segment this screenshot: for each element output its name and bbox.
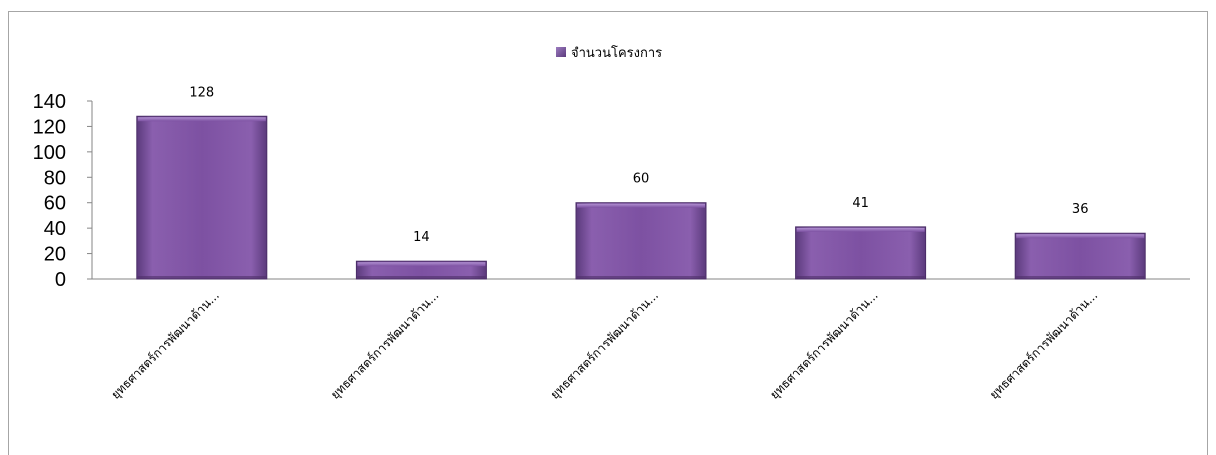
category-label: ยุทธศาสตร์การพัฒนาด้าน... xyxy=(108,288,222,402)
data-label: 14 xyxy=(413,230,430,245)
legend-label: จำนวนโครงการ xyxy=(571,45,662,61)
bar-base-shade xyxy=(137,276,266,279)
bar xyxy=(355,260,487,280)
y-tick-label: 40 xyxy=(44,218,66,240)
category-label: ยุทธศาสตร์การพัฒนาด้าน... xyxy=(548,288,662,402)
y-tick-label: 140 xyxy=(33,91,66,113)
y-tick-label: 0 xyxy=(55,269,66,291)
bar-body xyxy=(136,115,268,280)
bar-base-shade xyxy=(357,276,486,279)
legend: จำนวนโครงการ xyxy=(556,45,662,61)
bar xyxy=(136,115,268,280)
bar-bevel xyxy=(796,227,925,232)
bar-body xyxy=(795,226,927,280)
data-label: 60 xyxy=(633,172,650,187)
y-tick-label: 20 xyxy=(44,244,66,266)
y-tick-label: 80 xyxy=(44,167,66,189)
data-label: 41 xyxy=(852,196,869,211)
category-labels: ยุทธศาสตร์การพัฒนาด้าน... ยุทธศาสตร์การพั… xyxy=(108,288,1101,402)
bar-bevel xyxy=(137,117,266,122)
bar-base-shade xyxy=(796,276,925,279)
category-label: ยุทธศาสตร์การพัฒนาด้าน... xyxy=(328,288,442,402)
bar xyxy=(795,226,927,280)
data-label: 36 xyxy=(1072,202,1089,217)
bar-bevel xyxy=(1016,234,1145,239)
bar-body xyxy=(575,202,707,280)
y-tick-label: 100 xyxy=(33,142,66,164)
category-label: ยุทธศาสตร์การพัฒนาด้าน... xyxy=(987,288,1101,402)
bar-bevel xyxy=(577,203,705,208)
legend-swatch xyxy=(556,47,566,57)
bar-base-shade xyxy=(577,276,705,279)
bars xyxy=(136,115,1146,280)
bar-body xyxy=(1014,232,1146,280)
y-tick-label: 60 xyxy=(44,193,66,215)
data-label: 128 xyxy=(189,85,214,100)
bar xyxy=(1014,232,1146,280)
bar xyxy=(575,202,707,280)
data-labels: 128 14 60 41 36 xyxy=(189,85,1088,245)
y-tick-label: 120 xyxy=(33,116,66,138)
bar-bevel xyxy=(357,262,486,267)
y-axis: 0 20 40 60 80 100 120 140 xyxy=(33,91,93,291)
bar-base-shade xyxy=(1016,276,1145,279)
category-label: ยุทธศาสตร์การพัฒนาด้าน... xyxy=(767,288,881,402)
